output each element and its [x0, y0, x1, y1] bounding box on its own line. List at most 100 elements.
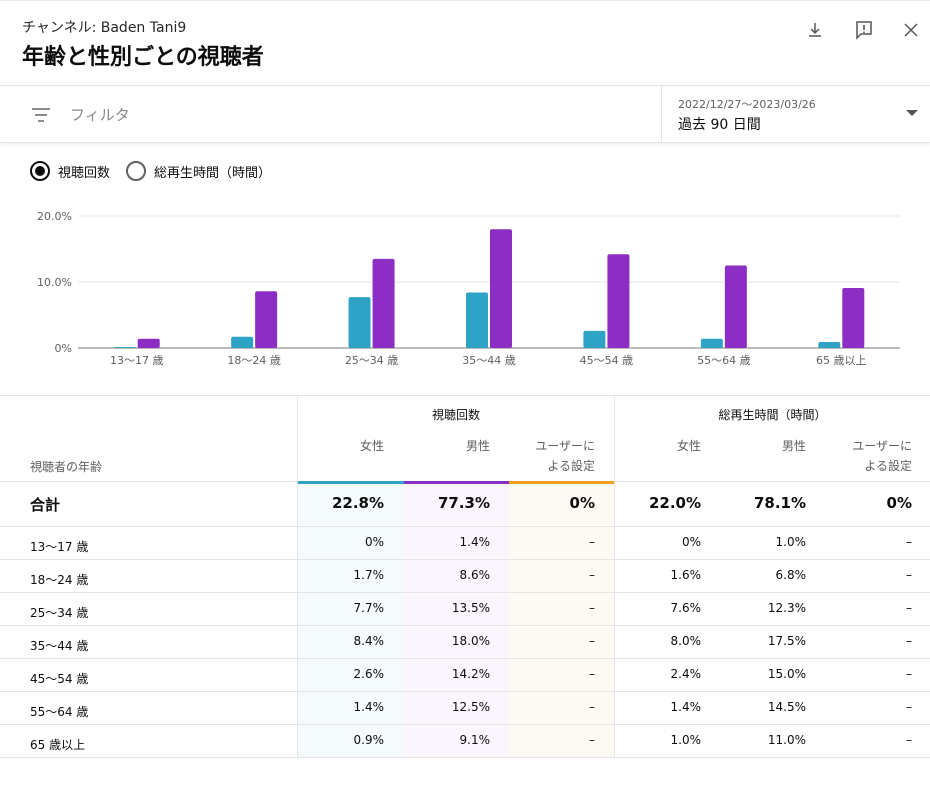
table-cell: 1.0%: [670, 733, 702, 747]
age-row-label: 35～44 歳: [30, 639, 89, 653]
female-column-shade: [298, 482, 404, 758]
table-cell: –: [589, 568, 595, 582]
age-row-label: 55～64 歳: [30, 705, 89, 719]
table-cell: –: [906, 634, 912, 648]
male-column-shade: [404, 482, 509, 758]
table-cell: 1.7%: [353, 568, 385, 582]
table-cell: –: [589, 733, 595, 747]
radio-unchecked-icon: [126, 161, 147, 181]
feedback-icon[interactable]: [851, 17, 877, 43]
bar-male[interactable]: [255, 291, 278, 348]
age-row-label: 18～24 歳: [30, 573, 89, 587]
filter-input[interactable]: フィルタ: [70, 106, 130, 124]
table-cell: 13.5%: [451, 601, 490, 615]
filter-bar: フィルタ 2022/12/27～2023/03/26 過去 90 日間: [0, 86, 930, 143]
bar-female[interactable]: [466, 292, 488, 348]
bar-chart: 0% 10.0% 20.0% 13～17 歳 18～24 歳 25～34 歳 35～44 歳…: [37, 210, 900, 367]
table-cell: –: [906, 700, 912, 714]
user-defined-color-bar: [509, 481, 614, 484]
column-divider: [297, 396, 298, 758]
group-title-views: 視聴回数: [431, 408, 480, 422]
row-divider: [0, 757, 930, 758]
row-divider: [0, 592, 930, 593]
radio-views[interactable]: 視聴回数: [30, 161, 110, 181]
table-cell: 2.4%: [670, 667, 702, 681]
x-tick-label: 18～24 歳: [227, 354, 281, 367]
total-value: 0%: [569, 494, 595, 512]
male-color-bar: [404, 481, 509, 484]
bar-male[interactable]: [842, 287, 865, 348]
radio-watch-time-label: 総再生時間（時間）: [154, 165, 272, 181]
close-icon[interactable]: [898, 17, 924, 43]
bar-male[interactable]: [724, 265, 747, 349]
table-cell: –: [906, 733, 912, 747]
col-female: 女性: [359, 439, 384, 453]
x-tick-label: 45～54 歳: [580, 354, 634, 367]
table-cell: 6.8%: [775, 568, 807, 582]
metric-toggle: 視聴回数 総再生時間（時間）: [30, 160, 287, 182]
table-cell: 0%: [364, 535, 384, 549]
filter-icon[interactable]: [30, 105, 52, 125]
col-user-defined-line2: よる設定: [864, 459, 912, 473]
table-cell: –: [589, 634, 595, 648]
bar-female[interactable]: [113, 347, 136, 348]
table-cell: –: [589, 667, 595, 681]
age-row-label: 13～17 歳: [30, 540, 89, 554]
table-cell: 1.0%: [775, 535, 807, 549]
col-female: 女性: [676, 439, 701, 453]
female-color-bar: [298, 481, 404, 484]
table-cell: –: [906, 535, 912, 549]
table-cell: –: [589, 700, 595, 714]
table-cell: 7.7%: [353, 601, 385, 615]
x-tick-label: 25～34 歳: [345, 354, 399, 367]
table-cell: 0.9%: [353, 733, 385, 747]
table-cell: 11.0%: [767, 733, 806, 747]
radio-views-label: 視聴回数: [58, 165, 111, 181]
table-cell: 8.4%: [353, 634, 385, 648]
table-cell: 17.5%: [767, 634, 806, 648]
row-header-label: 視聴者の年齢: [30, 460, 103, 474]
x-tick-label: 55～64 歳: [697, 354, 751, 367]
y-tick-label: 0%: [55, 342, 72, 355]
table-cell: 1.4%: [670, 700, 702, 714]
bar-female[interactable]: [231, 336, 254, 348]
x-tick-label: 35～44 歳: [462, 354, 516, 367]
col-user-defined: ユーザーに よる設定: [509, 436, 595, 476]
channel-name: チャンネル: Baden Tani9: [22, 20, 187, 36]
radio-watch-time[interactable]: 総再生時間（時間）: [126, 161, 271, 181]
bar-female[interactable]: [700, 338, 723, 348]
bar-male[interactable]: [137, 338, 160, 348]
table-cell: 18.0%: [451, 634, 490, 648]
column-divider: [614, 396, 615, 758]
col-user-defined-line1: ユーザーに: [852, 439, 912, 453]
row-divider: [0, 724, 930, 725]
table-cell: –: [589, 535, 595, 549]
y-tick-label: 20.0%: [37, 210, 72, 223]
total-label: 合計: [30, 496, 61, 514]
table-cell: 0%: [681, 535, 701, 549]
age-row-label: 45～54 歳: [30, 672, 89, 686]
bar-female[interactable]: [583, 330, 606, 348]
table-cell: –: [906, 568, 912, 582]
row-divider: [0, 526, 930, 527]
total-value: 77.3%: [437, 494, 490, 512]
bar-male[interactable]: [490, 229, 512, 348]
table-cell: 8.0%: [670, 634, 702, 648]
bar-female[interactable]: [818, 342, 841, 348]
date-range-text: 2022/12/27～2023/03/26: [678, 98, 816, 111]
col-user-defined: ユーザーによる設定: [826, 436, 912, 476]
table-cell: –: [906, 601, 912, 615]
dropdown-arrow-icon: [906, 110, 918, 116]
y-tick-label: 10.0%: [37, 276, 72, 289]
table-cell: 1.6%: [670, 568, 702, 582]
bar-female[interactable]: [348, 297, 371, 348]
bar-male[interactable]: [607, 254, 630, 348]
table-cell: 7.6%: [670, 601, 702, 615]
table-cell: 8.6%: [459, 568, 491, 582]
x-tick-label: 13～17 歳: [110, 354, 164, 367]
bar-male[interactable]: [372, 258, 395, 348]
user-defined-column-shade: [509, 482, 614, 758]
date-range-selector[interactable]: 2022/12/27～2023/03/26 過去 90 日間: [661, 86, 930, 143]
col-male: 男性: [781, 439, 806, 453]
download-icon[interactable]: [802, 17, 828, 43]
